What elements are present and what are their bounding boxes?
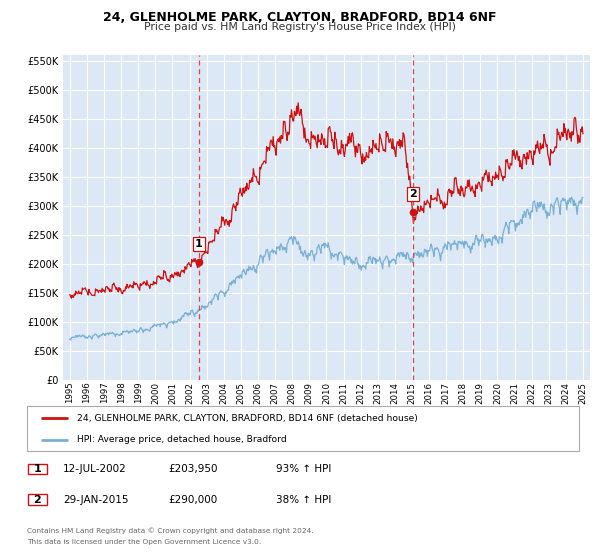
Text: Contains HM Land Registry data © Crown copyright and database right 2024.: Contains HM Land Registry data © Crown c… [27, 528, 314, 534]
Text: 12-JUL-2002: 12-JUL-2002 [63, 464, 127, 474]
Text: 2: 2 [409, 189, 417, 199]
Text: 93% ↑ HPI: 93% ↑ HPI [276, 464, 331, 474]
Text: £290,000: £290,000 [168, 494, 217, 505]
FancyBboxPatch shape [28, 494, 47, 505]
Text: 24, GLENHOLME PARK, CLAYTON, BRADFORD, BD14 6NF: 24, GLENHOLME PARK, CLAYTON, BRADFORD, B… [103, 11, 497, 24]
FancyBboxPatch shape [28, 464, 47, 474]
Text: 29-JAN-2015: 29-JAN-2015 [63, 494, 128, 505]
Text: HPI: Average price, detached house, Bradford: HPI: Average price, detached house, Brad… [77, 435, 286, 444]
Text: 2: 2 [34, 494, 41, 505]
Text: 38% ↑ HPI: 38% ↑ HPI [276, 494, 331, 505]
Text: 24, GLENHOLME PARK, CLAYTON, BRADFORD, BD14 6NF (detached house): 24, GLENHOLME PARK, CLAYTON, BRADFORD, B… [77, 414, 418, 423]
FancyBboxPatch shape [27, 406, 579, 451]
Text: 1: 1 [34, 464, 41, 474]
Text: £203,950: £203,950 [168, 464, 218, 474]
Text: Price paid vs. HM Land Registry's House Price Index (HPI): Price paid vs. HM Land Registry's House … [144, 22, 456, 32]
Text: 1: 1 [195, 239, 203, 249]
Text: This data is licensed under the Open Government Licence v3.0.: This data is licensed under the Open Gov… [27, 539, 261, 545]
